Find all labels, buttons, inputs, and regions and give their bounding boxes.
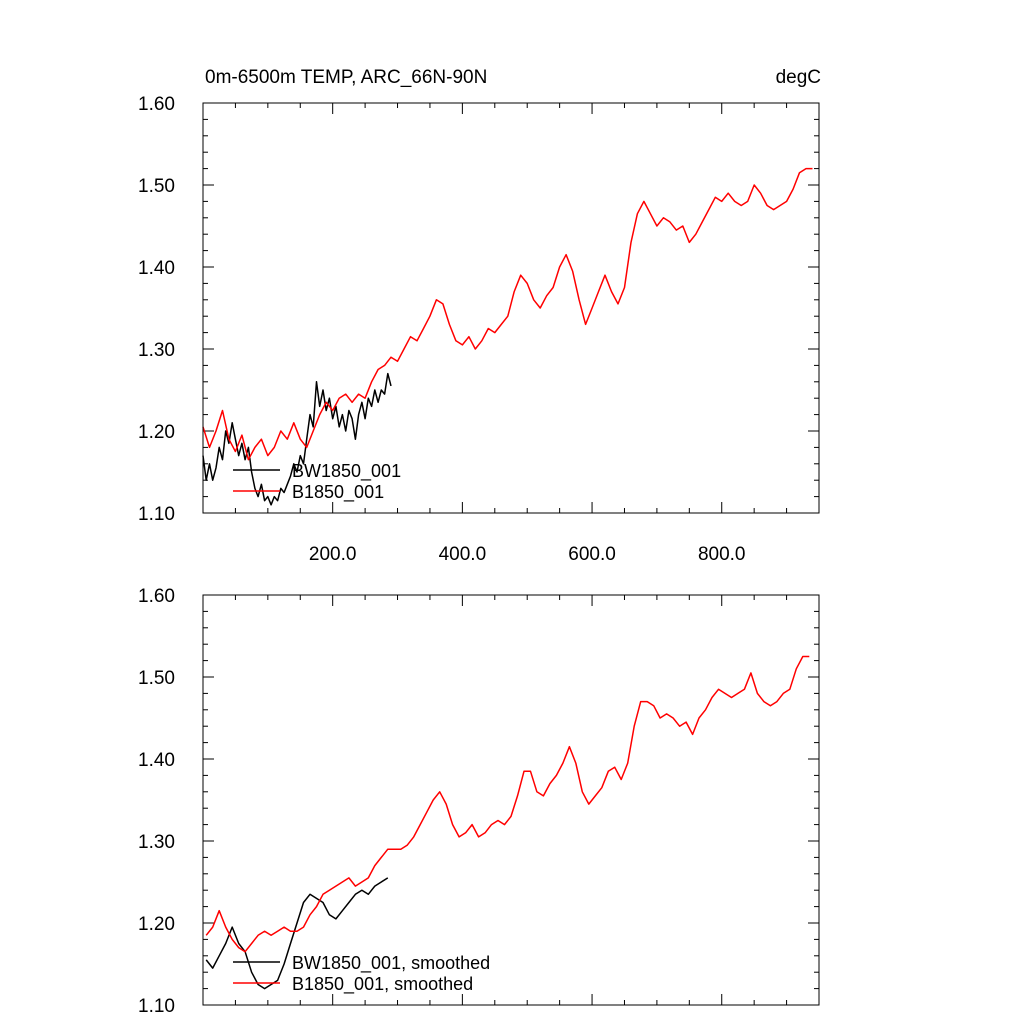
x-tick-label: 200.0 xyxy=(309,544,357,565)
y-tick-label: 1.60 xyxy=(138,586,175,607)
y-tick-label: 1.50 xyxy=(138,176,175,197)
legend-label: BW1850_001 xyxy=(292,461,401,482)
legend-label: BW1850_001, smoothed xyxy=(292,953,490,974)
legend-label: B1850_001 xyxy=(292,482,384,503)
y-tick-label: 1.10 xyxy=(138,996,175,1017)
top-panel: 0m-6500m TEMP, ARC_66N-90N degC 1.10 1.20… xyxy=(138,67,821,565)
y-tick-label: 1.50 xyxy=(138,668,175,689)
top-plot-frame xyxy=(202,102,820,514)
y-tick-label: 1.20 xyxy=(138,422,175,443)
chart-title: 0m-6500m TEMP, ARC_66N-90N xyxy=(205,67,487,88)
bottom-panel: 1.10 1.20 1.30 1.40 1.50 1.60 BW1850_001, smoo… xyxy=(138,586,820,1017)
y-tick-label: 1.30 xyxy=(138,340,175,361)
y-tick-label: 1.30 xyxy=(138,832,175,853)
chart-units: degC xyxy=(776,67,821,88)
top-series-line-bw1850 xyxy=(202,372,392,506)
y-tick-label: 1.10 xyxy=(138,504,175,525)
bottom-series-line-bw1850 xyxy=(205,877,389,990)
x-tick-label: 600.0 xyxy=(568,544,616,565)
y-tick-label: 1.40 xyxy=(138,258,175,279)
y-tick-label: 1.20 xyxy=(138,914,175,935)
y-tick-label: 1.60 xyxy=(138,94,175,115)
x-tick-label: 800.0 xyxy=(698,544,746,565)
y-tick-label: 1.40 xyxy=(138,750,175,771)
legend-label: B1850_001, smoothed xyxy=(292,974,473,995)
x-tick-label: 400.0 xyxy=(439,544,487,565)
bottom-series-line-b1850 xyxy=(205,655,810,953)
top-series-line-b1850 xyxy=(202,167,813,461)
bottom-plot-frame xyxy=(202,594,820,1006)
